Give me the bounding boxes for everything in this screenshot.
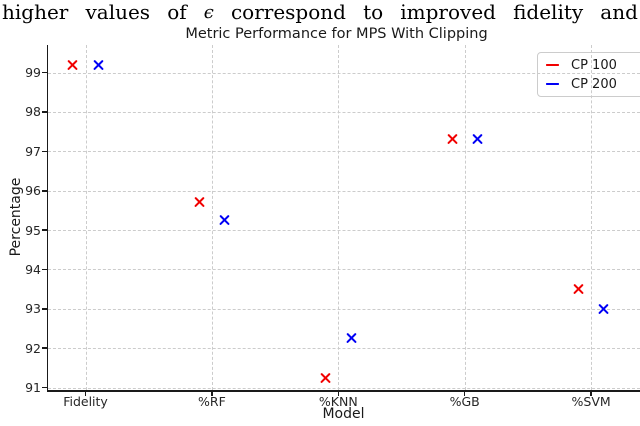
v-gridline [464, 45, 466, 390]
caption-word: higher [2, 0, 69, 24]
x-marker-icon-cp-200 [345, 332, 358, 345]
x-tick-mark [590, 391, 592, 396]
x-marker-icon [546, 78, 559, 91]
legend-item-cp-100: CP 100 [546, 57, 638, 73]
x-axis-spine [46, 390, 640, 392]
v-gridline [338, 45, 340, 390]
h-gridline [48, 190, 640, 192]
y-tick-label: 94 [25, 261, 41, 277]
caption-word: to [363, 0, 384, 24]
caption-word: correspond [230, 0, 346, 24]
h-gridline [48, 348, 640, 350]
x-marker-icon-cp-100 [446, 133, 459, 146]
y-axis-spine [46, 45, 49, 391]
h-gridline [48, 230, 640, 232]
h-gridline [48, 269, 640, 271]
v-gridline [591, 45, 593, 390]
x-tick-label: Fidelity [63, 394, 108, 409]
y-tick-label: 96 [25, 183, 41, 199]
y-tick-mark [41, 347, 47, 350]
paper-text-line: higher values of ϵ correspond to improved fidel… [0, 0, 640, 25]
y-tick-label: 97 [25, 143, 41, 159]
y-tick-mark [41, 71, 47, 74]
y-tick-label: 91 [25, 380, 41, 396]
x-tick-mark [211, 391, 213, 396]
x-tick-label: %GB [449, 394, 480, 409]
y-tick-label: 98 [25, 104, 41, 120]
h-gridline [48, 308, 640, 310]
x-marker-icon-cp-200 [597, 302, 610, 315]
legend-label: CP 200 [571, 76, 617, 92]
legend-item-cp-200: CP 200 [546, 76, 638, 92]
x-marker-icon-cp-200 [92, 58, 105, 71]
x-marker-icon-cp-200 [218, 214, 231, 227]
y-tick-label: 92 [25, 340, 41, 356]
x-marker-icon [546, 59, 559, 72]
y-tick-mark [41, 268, 47, 271]
x-tick-label: %KNN [318, 394, 358, 409]
y-tick-mark [41, 229, 47, 231]
y-tick-label: 99 [25, 65, 41, 81]
x-marker-icon-cp-100 [319, 371, 332, 384]
h-gridline [48, 151, 640, 153]
legend-label: CP 100 [571, 57, 617, 73]
x-marker-stroke [546, 82, 559, 86]
h-gridline [48, 387, 640, 389]
y-tick-mark [41, 111, 47, 113]
x-marker-icon-cp-100 [193, 196, 206, 209]
x-marker-icon-cp-100 [66, 58, 79, 71]
y-tick-mark [41, 189, 47, 192]
x-marker-icon-cp-100 [572, 283, 585, 296]
caption-word: and [600, 0, 638, 24]
x-marker-stroke [546, 63, 559, 67]
epsilon-symbol: ϵ [203, 2, 214, 23]
caption-word: improved [400, 0, 496, 24]
x-marker-icon-cp-200 [471, 133, 484, 146]
y-tick-mark [41, 150, 47, 153]
x-tick-label: %RF [198, 394, 226, 409]
x-axis-label: Model [322, 406, 365, 422]
chart-title: Metric Performance for MPS With Clipping [185, 26, 488, 42]
y-tick-mark [41, 308, 47, 310]
h-gridline [48, 111, 640, 113]
v-gridline [211, 45, 213, 390]
x-tick-label: %SVM [571, 394, 611, 409]
v-gridline [85, 45, 87, 390]
y-tick-mark [41, 386, 47, 389]
y-tick-label: 93 [25, 301, 41, 317]
caption-word: fidelity [513, 0, 584, 24]
x-tick-mark [337, 391, 340, 396]
h-gridline [48, 72, 640, 74]
caption-word: of [167, 0, 187, 24]
y-tick-label: 95 [25, 222, 41, 238]
legend: CP 100 CP 200 [537, 52, 640, 97]
x-tick-mark [84, 391, 87, 396]
x-tick-mark [463, 391, 466, 396]
caption-word: values [85, 0, 151, 24]
